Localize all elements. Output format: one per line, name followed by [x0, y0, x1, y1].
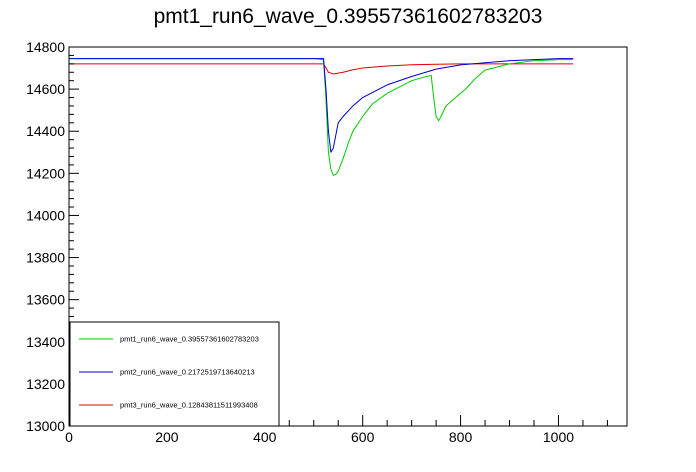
series-line-2 — [69, 58, 574, 153]
x-tick-label: 600 — [351, 429, 375, 445]
plot-frame — [68, 46, 628, 427]
y-tick-label: 13400 — [26, 334, 65, 350]
chart-title: pmt1_run6_wave_0.39557361602783203 — [154, 5, 543, 28]
x-axis: 0 200 400 600 800 1000 — [65, 415, 608, 445]
legend: pmt1_run6_wave_0.39557361602783203 pmt2_r… — [69, 321, 280, 427]
y-tick-label: 13600 — [26, 292, 65, 308]
x-tick-label: 400 — [253, 429, 277, 445]
y-tick-label: 14000 — [26, 207, 65, 223]
legend-label: pmt1_run6_wave_0.39557361602783203 — [120, 335, 259, 344]
series-line-1 — [69, 58, 574, 176]
y-tick-label: 14200 — [26, 165, 65, 181]
y-tick-label: 14400 — [26, 123, 65, 139]
x-tick-label: 1000 — [543, 429, 574, 445]
series-line-3 — [69, 63, 574, 75]
y-tick-label: 14800 — [26, 39, 65, 55]
y-axis: 13000 13200 13400 13600 13800 14000 14200 14400… — [26, 39, 79, 434]
x-tick-label: 800 — [449, 429, 473, 445]
legend-label: pmt2_run6_wave_0.2172519713640213 — [120, 368, 255, 377]
y-tick-label: 14600 — [26, 81, 65, 97]
series-layer — [69, 58, 574, 176]
x-tick-label: 0 — [65, 429, 73, 445]
y-tick-label: 13800 — [26, 250, 65, 266]
y-tick-label: 13000 — [26, 418, 65, 434]
legend-label: pmt3_run6_wave_0.12843811511993408 — [120, 401, 258, 410]
x-tick-label: 200 — [155, 429, 179, 445]
y-tick-label: 13200 — [26, 376, 65, 392]
